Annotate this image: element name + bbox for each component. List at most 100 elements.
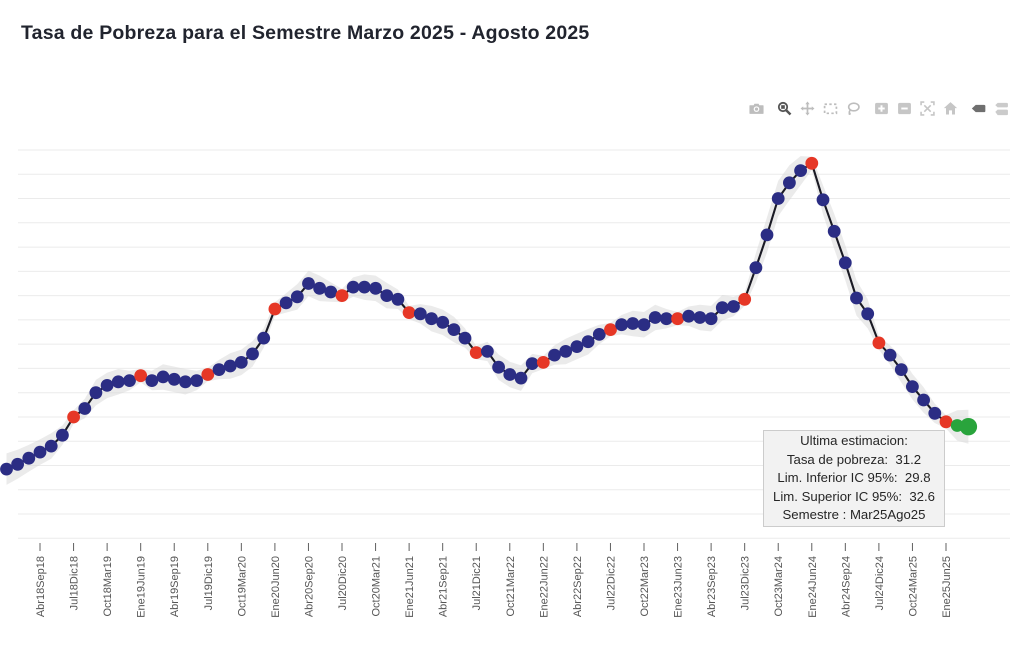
data-point[interactable]	[358, 280, 371, 294]
data-point[interactable]	[738, 292, 752, 306]
data-point[interactable]	[22, 451, 36, 465]
data-point[interactable]	[816, 193, 830, 207]
data-point[interactable]	[604, 323, 617, 336]
camera-icon[interactable]	[748, 100, 764, 116]
data-point[interactable]	[559, 345, 573, 358]
data-point[interactable]	[302, 277, 315, 290]
data-point[interactable]	[503, 368, 517, 381]
data-point[interactable]	[67, 410, 80, 424]
data-point[interactable]	[760, 228, 774, 242]
data-point[interactable]	[626, 317, 640, 330]
data-point[interactable]	[805, 156, 819, 170]
data-point[interactable]	[481, 345, 494, 358]
data-point[interactable]	[615, 318, 628, 332]
pan-icon[interactable]	[799, 100, 815, 116]
data-point[interactable]	[469, 346, 483, 359]
data-point[interactable]	[749, 261, 763, 275]
data-point[interactable]	[111, 375, 125, 389]
data-point[interactable]	[246, 347, 259, 361]
data-point[interactable]	[167, 372, 181, 386]
data-point[interactable]	[78, 402, 92, 415]
data-point[interactable]	[917, 393, 930, 407]
data-point[interactable]	[861, 307, 875, 321]
data-point[interactable]	[56, 428, 69, 442]
data-point[interactable]	[447, 323, 461, 336]
data-point[interactable]	[906, 380, 919, 393]
data-point[interactable]	[671, 312, 684, 326]
data-point[interactable]	[514, 371, 528, 385]
data-point[interactable]	[335, 289, 349, 302]
data-point[interactable]	[959, 418, 978, 436]
data-point[interactable]	[581, 335, 595, 349]
data-point[interactable]	[436, 315, 450, 329]
x-tick-label: Oct23Mar24	[773, 556, 785, 617]
data-point[interactable]	[223, 359, 237, 373]
data-point[interactable]	[123, 374, 136, 387]
data-point[interactable]	[783, 176, 796, 190]
data-point[interactable]	[894, 363, 908, 376]
data-point[interactable]	[257, 331, 271, 345]
data-point[interactable]	[11, 457, 24, 471]
data-point[interactable]	[850, 291, 863, 305]
data-point[interactable]	[727, 300, 740, 313]
data-point[interactable]	[425, 312, 438, 326]
zoom-in-icon[interactable]	[873, 100, 889, 116]
lasso-select-icon[interactable]	[845, 100, 861, 116]
data-point[interactable]	[872, 336, 886, 350]
data-point[interactable]	[592, 328, 606, 341]
data-point[interactable]	[413, 307, 427, 321]
data-point[interactable]	[682, 309, 696, 323]
data-point[interactable]	[279, 296, 293, 310]
data-point[interactable]	[838, 256, 852, 270]
data-point[interactable]	[939, 415, 953, 429]
data-point[interactable]	[380, 289, 394, 302]
data-point[interactable]	[44, 439, 58, 453]
data-point[interactable]	[648, 311, 662, 324]
data-point[interactable]	[313, 281, 326, 295]
data-point[interactable]	[324, 285, 338, 299]
data-point[interactable]	[369, 281, 382, 295]
data-point[interactable]	[134, 369, 148, 383]
data-point[interactable]	[536, 356, 550, 369]
autoscale-icon[interactable]	[919, 100, 935, 116]
data-point[interactable]	[794, 164, 807, 178]
data-point[interactable]	[0, 462, 13, 476]
data-point[interactable]	[391, 292, 405, 306]
box-select-icon[interactable]	[822, 100, 838, 116]
data-point[interactable]	[704, 312, 718, 326]
data-point[interactable]	[346, 280, 360, 294]
data-point[interactable]	[548, 348, 561, 362]
data-point[interactable]	[100, 379, 114, 392]
data-point[interactable]	[145, 374, 159, 387]
data-point[interactable]	[525, 357, 539, 370]
data-point[interactable]	[883, 348, 897, 362]
hover-compare-icon[interactable]	[993, 100, 1009, 116]
data-point[interactable]	[33, 445, 47, 459]
data-point[interactable]	[660, 312, 673, 326]
data-point[interactable]	[190, 374, 204, 387]
data-point[interactable]	[212, 363, 226, 376]
data-point[interactable]	[179, 375, 192, 389]
data-point[interactable]	[458, 331, 472, 345]
hover-closest-icon[interactable]	[970, 100, 986, 116]
data-point[interactable]	[637, 318, 651, 332]
data-point[interactable]	[156, 370, 170, 384]
data-point[interactable]	[268, 302, 282, 316]
data-point[interactable]	[89, 386, 103, 400]
data-point[interactable]	[201, 368, 215, 381]
data-point[interactable]	[492, 360, 505, 374]
data-point[interactable]	[693, 311, 707, 324]
data-point[interactable]	[771, 192, 785, 205]
data-point[interactable]	[234, 356, 248, 369]
zoom-out-icon[interactable]	[896, 100, 912, 116]
x-tick-label: Oct21Mar22	[505, 556, 517, 617]
reset-home-icon[interactable]	[942, 100, 958, 116]
zoom-icon[interactable]	[776, 100, 792, 116]
data-point[interactable]	[290, 290, 304, 304]
data-point[interactable]	[402, 306, 416, 319]
data-point[interactable]	[928, 406, 942, 420]
data-point[interactable]	[715, 301, 729, 315]
data-point[interactable]	[827, 224, 841, 238]
data-point[interactable]	[570, 340, 584, 353]
